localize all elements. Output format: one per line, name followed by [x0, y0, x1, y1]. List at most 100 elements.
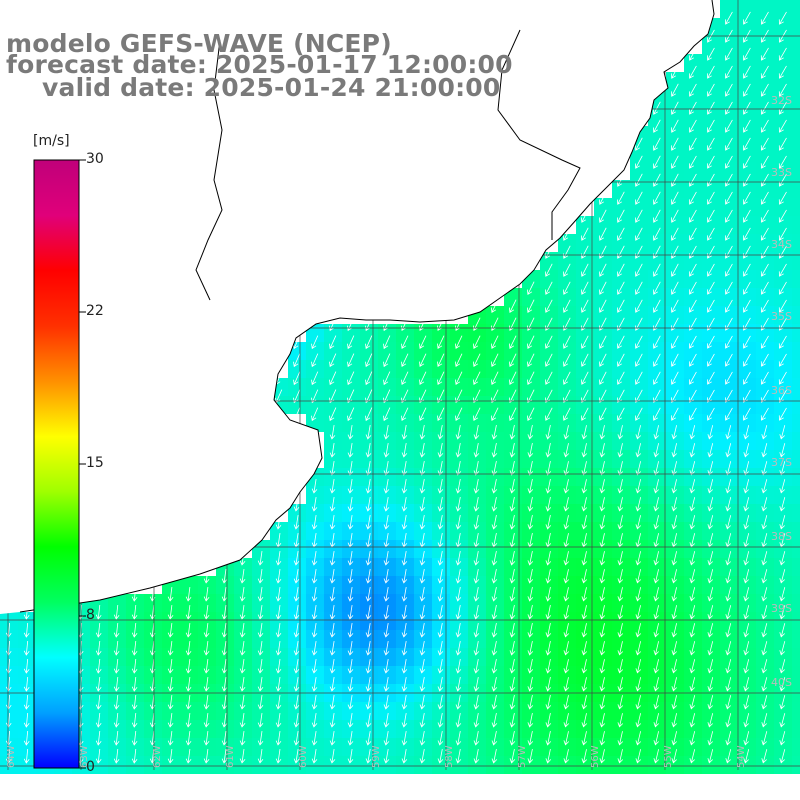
speed-cell [486, 720, 504, 738]
wind-arrow [635, 173, 643, 187]
wind-arrow [617, 605, 624, 620]
speed-cell [414, 612, 432, 630]
wind-arrow [617, 227, 625, 241]
speed-cell [342, 468, 360, 486]
wind-arrow [563, 263, 571, 277]
speed-cell [234, 756, 252, 774]
wind-arrow [545, 407, 553, 421]
wind-arrow [437, 749, 444, 764]
speed-cell [288, 378, 306, 396]
wind-arrow [491, 677, 498, 692]
wind-arrow [671, 119, 679, 133]
wind-arrow [383, 515, 390, 530]
speed-cell [774, 558, 792, 576]
speed-cell [756, 612, 774, 630]
wind-arrow [473, 353, 481, 367]
speed-cell [486, 468, 504, 486]
wind-arrow [401, 353, 409, 367]
wind-arrow [653, 263, 661, 277]
wind-arrow [778, 335, 787, 349]
wind-arrow [760, 227, 769, 241]
speed-cell [630, 396, 648, 414]
wind-arrow [437, 659, 444, 674]
wind-arrow [689, 443, 696, 458]
wind-arrow [293, 659, 300, 674]
wind-arrow [527, 623, 534, 638]
wind-arrow [761, 569, 768, 584]
speed-cell [522, 648, 540, 666]
speed-cell [216, 594, 234, 612]
speed-cell [720, 414, 738, 432]
wind-arrow [365, 371, 373, 386]
speed-cell [792, 738, 800, 756]
speed-cell [720, 126, 738, 144]
speed-cell [630, 540, 648, 558]
speed-cell [774, 18, 792, 36]
wind-arrow [311, 479, 318, 494]
wind-arrow [761, 479, 768, 494]
speed-cell [180, 702, 198, 720]
speed-cell [702, 324, 720, 342]
wind-arrow [689, 659, 696, 674]
wind-arrow [419, 443, 426, 458]
wind-arrow [743, 605, 750, 620]
speed-cell [666, 756, 684, 774]
wind-arrow [725, 47, 733, 61]
speed-cell [684, 72, 702, 90]
wind-arrow [167, 731, 174, 746]
speed-cell [720, 360, 738, 378]
speed-cell [18, 630, 36, 648]
speed-cell [702, 630, 720, 648]
wind-arrow [311, 749, 318, 764]
speed-cell [756, 648, 774, 666]
wind-arrow [527, 749, 534, 764]
coastline-line [19, 0, 715, 613]
wind-arrow [707, 425, 714, 440]
speed-cell [180, 648, 198, 666]
wind-arrow [671, 605, 677, 620]
speed-cell [540, 378, 558, 396]
wind-arrow [617, 749, 624, 764]
speed-cell [738, 702, 756, 720]
lat-label: 36S [771, 384, 792, 397]
wind-arrow [365, 515, 372, 530]
speed-cell [396, 576, 414, 594]
speed-cell [162, 666, 180, 684]
wind-arrow [347, 407, 355, 422]
wind-arrow [419, 425, 426, 440]
wind-arrow [113, 640, 120, 656]
speed-cell [594, 630, 612, 648]
wind-arrow [635, 659, 642, 674]
wind-arrow [293, 695, 300, 710]
wind-arrow [491, 497, 498, 512]
speed-cell [504, 360, 522, 378]
speed-cell [792, 144, 800, 162]
wind-arrow [725, 83, 733, 97]
wind-arrow [509, 677, 516, 692]
speed-cell [684, 342, 702, 360]
wind-arrow [455, 497, 462, 512]
wind-arrow [545, 461, 552, 476]
speed-cell [684, 180, 702, 198]
speed-cell [702, 504, 720, 522]
speed-cell [702, 234, 720, 252]
wind-arrow [383, 749, 390, 764]
wind-arrow [185, 749, 192, 764]
wind-arrow [779, 497, 786, 512]
speed-cell [198, 720, 216, 738]
speed-cell [720, 738, 738, 756]
speed-cell [630, 738, 648, 756]
wind-arrow [419, 461, 426, 476]
speed-cell [414, 594, 432, 612]
wind-arrow [653, 227, 661, 241]
wind-arrow [419, 587, 426, 602]
wind-arrow [329, 497, 336, 512]
wind-arrow [527, 281, 535, 295]
speed-cell [522, 594, 540, 612]
wind-arrow [707, 569, 714, 584]
wind-arrow [743, 335, 751, 349]
wind-arrow [778, 119, 787, 133]
speed-cell [666, 468, 684, 486]
wind-arrow [778, 389, 787, 403]
wind-arrow [617, 353, 625, 367]
